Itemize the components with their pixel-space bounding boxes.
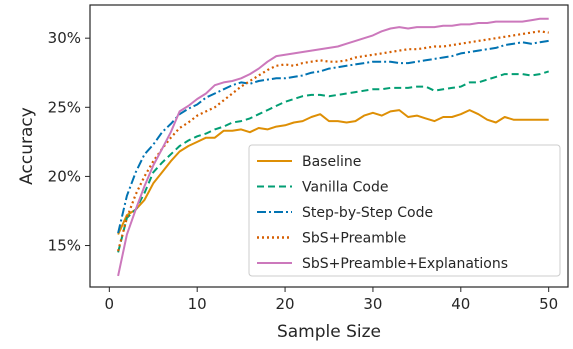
x-tick-label: 0 (105, 295, 115, 313)
legend: Baseline Vanilla Code Step-by-Step Code SbS… (248, 144, 561, 277)
y-axis-ticks: 15% 20% 25% 30% (48, 29, 90, 255)
y-tick-label: 30% (48, 29, 81, 47)
series-line-3 (117, 39, 549, 234)
legend-label-3: Step-by-Step Code (302, 205, 433, 221)
y-axis-label: Accuracy (17, 107, 37, 185)
y-tick-label: 20% (48, 167, 81, 185)
series-lines (117, 17, 549, 277)
legend-label-4: SbS+Preamble (302, 231, 406, 247)
x-axis-ticks: 0 10 20 30 40 50 (105, 287, 558, 313)
x-tick-label: 30 (363, 295, 382, 313)
x-tick-label: 40 (451, 295, 470, 313)
series-line-5 (117, 17, 549, 277)
x-tick-label: 20 (276, 295, 295, 313)
plot-frame (89, 4, 569, 288)
legend-label-1: Baseline (302, 154, 361, 170)
series-line-1 (117, 109, 549, 235)
series-line-2 (117, 70, 549, 253)
y-tick-label: 15% (48, 237, 81, 255)
x-axis-label: Sample Size (277, 322, 381, 342)
x-tick-label: 50 (539, 295, 558, 313)
x-tick-label: 10 (188, 295, 207, 313)
legend-label-5: SbS+Preamble+Explanations (302, 256, 508, 272)
y-tick-label: 25% (48, 98, 81, 116)
legend-label-2: Vanilla Code (302, 180, 388, 196)
series-line-4 (117, 30, 549, 252)
legend-box (248, 144, 561, 277)
